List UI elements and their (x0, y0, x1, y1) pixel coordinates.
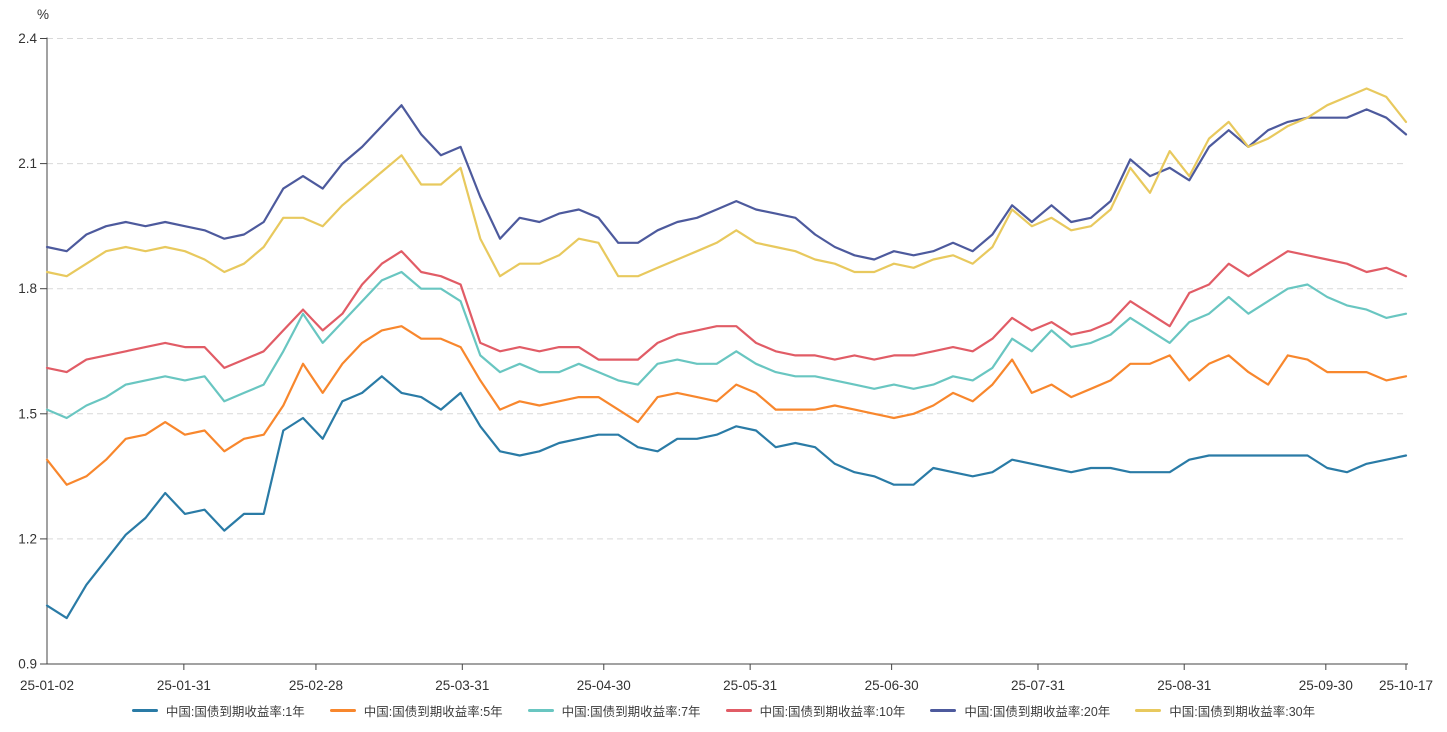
legend-swatch (329, 708, 356, 713)
x-tick-label: 25-01-02 (20, 678, 74, 693)
legend-swatch (725, 708, 752, 713)
x-tick-label: 25-10-17 (1379, 678, 1433, 693)
legend-label: 中国:国债到期收益率:7年 (561, 705, 701, 719)
legend-item-中国:国债到期收益率:10年[interactable]: 中国:国债到期收益率:10年 (725, 701, 906, 720)
series-line-中国:国债到期收益率:5年 (45, 325, 1408, 486)
legend-label: 中国:国债到期收益率:30年 (1169, 705, 1316, 719)
x-tick-label: 25-05-31 (723, 678, 777, 693)
series-line-中国:国债到期收益率:10年 (45, 250, 1408, 374)
legend-swatch (1135, 708, 1162, 713)
y-tick-label: 1.2 (18, 531, 37, 546)
x-tick-label: 25-07-31 (1011, 678, 1065, 693)
x-tick-label: 25-08-31 (1157, 678, 1211, 693)
legend-item-中国:国债到期收益率:1年[interactable]: 中国:国债到期收益率:1年 (131, 701, 305, 720)
chart-legend: 中国:国债到期收益率:1年 中国:国债到期收益率:5年 中国:国债到期收益率:7年 中… (0, 701, 1447, 720)
y-tick-label: 1.8 (18, 281, 37, 296)
legend-item-中国:国债到期收益率:30年[interactable]: 中国:国债到期收益率:30年 (1135, 701, 1315, 720)
series-line-中国:国债到期收益率:1年 (45, 375, 1408, 620)
legend-label: 中国:国债到期收益率:5年 (363, 705, 503, 719)
legend-swatch (131, 708, 158, 713)
legend-item-中国:国债到期收益率:7年[interactable]: 中国:国债到期收益率:7年 (527, 701, 701, 720)
legend-item-中国:国债到期收益率:20年[interactable]: 中国:国债到期收益率:20年 (930, 701, 1110, 720)
x-tick-label: 25-09-30 (1299, 678, 1353, 693)
x-tick-label: 25-03-31 (435, 678, 489, 693)
y-tick-label: 0.9 (18, 657, 37, 672)
x-tick-label: 25-06-30 (865, 678, 919, 693)
y-tick-label: 1.5 (18, 406, 37, 421)
series-line-中国:国债到期收益率:30年 (45, 87, 1408, 278)
legend-label: 中国:国债到期收益率:10年 (759, 705, 906, 719)
legend-swatch (930, 708, 957, 713)
legend-item-中国:国债到期收益率:5年[interactable]: 中国:国债到期收益率:5年 (329, 701, 503, 720)
legend-label: 中国:国债到期收益率:1年 (165, 705, 305, 719)
x-tick-label: 25-04-30 (577, 678, 631, 693)
x-tick-label: 25-01-31 (157, 678, 211, 693)
x-tick-label: 25-02-28 (289, 678, 343, 693)
y-tick-label: 2.1 (18, 156, 37, 171)
series-line-中国:国债到期收益率:20年 (45, 104, 1408, 261)
y-tick-label: 2.4 (18, 31, 37, 46)
legend-label: 中国:国债到期收益率:20年 (964, 705, 1111, 719)
y-axis-unit-label: % (37, 7, 50, 22)
legend-swatch (527, 708, 554, 713)
series-line-中国:国债到期收益率:7年 (45, 270, 1408, 420)
